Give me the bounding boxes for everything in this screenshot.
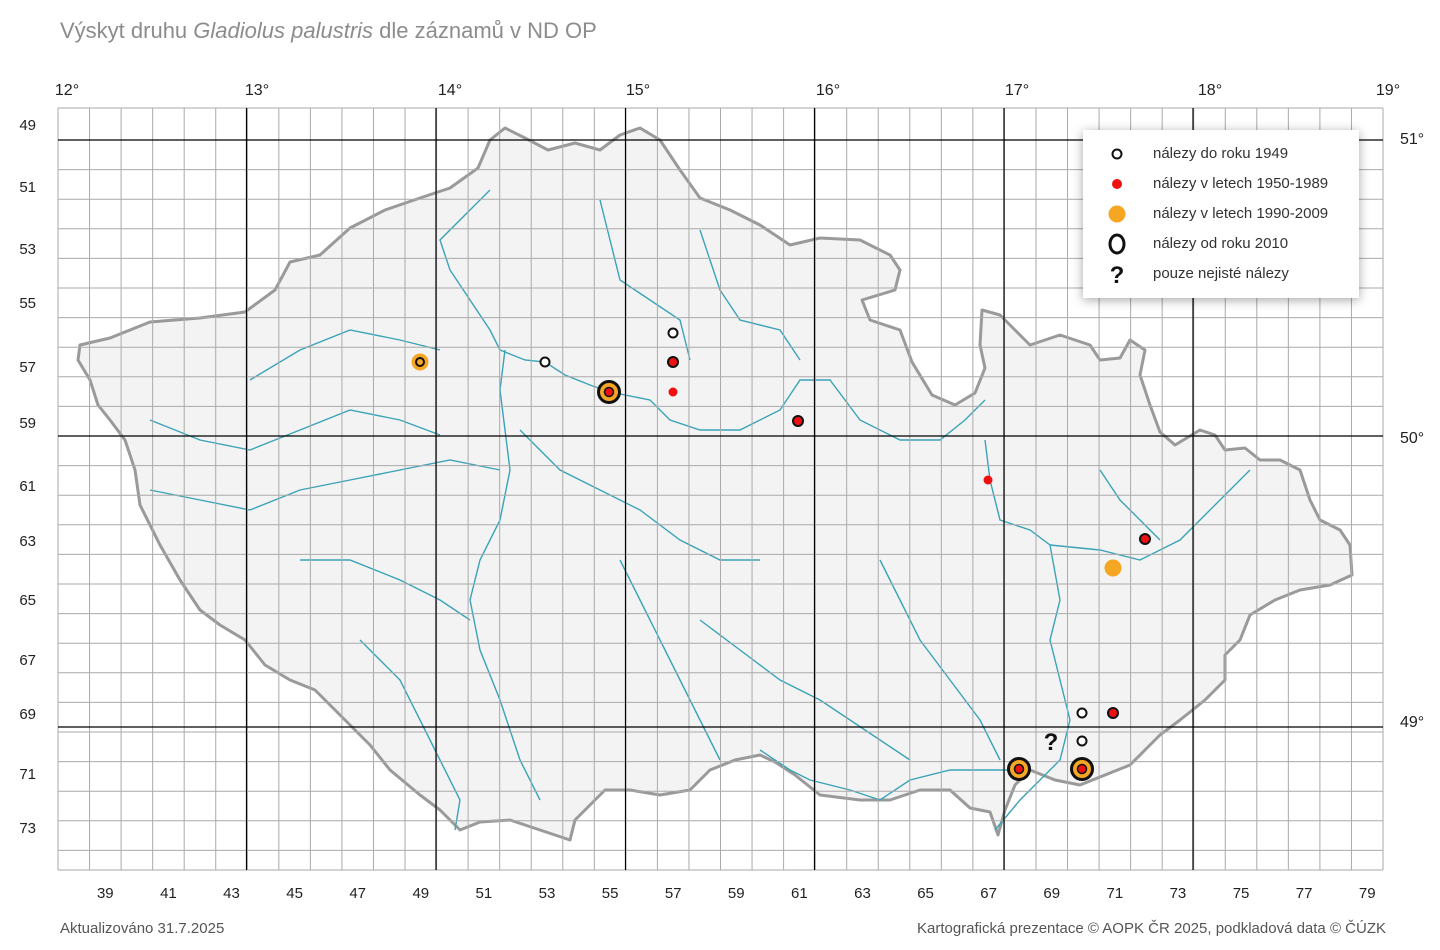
map-legend: nálezy do roku 1949 nálezy v letech 1950… — [1083, 130, 1359, 298]
column-tick-label: 47 — [349, 885, 366, 902]
row-tick-label: 65 — [19, 592, 36, 609]
column-tick-label: 69 — [1043, 885, 1060, 902]
record-since-2010 — [1070, 757, 1094, 781]
record-1950-1989 — [1107, 707, 1119, 719]
latitude-label: 50° — [1400, 430, 1424, 447]
column-tick-label: 79 — [1359, 885, 1376, 902]
question-mark-icon: ? — [1110, 262, 1125, 286]
legend-label: nálezy v letech 1990-2009 — [1153, 205, 1329, 222]
species-name: Gladiolus palustris — [193, 18, 374, 43]
row-tick-label: 71 — [19, 766, 36, 783]
record-1950-1989 — [668, 387, 678, 397]
legend-label: nálezy do roku 1949 — [1153, 145, 1289, 162]
orange-dot-icon — [1108, 205, 1126, 223]
row-tick-label: 67 — [19, 652, 36, 669]
occurrence-markers: ? — [411, 327, 1151, 781]
longitude-label: 14° — [438, 82, 462, 99]
record-pre1949 — [1076, 735, 1088, 747]
record-1950-1989 — [792, 415, 804, 427]
longitude-label: 17° — [1005, 82, 1029, 99]
red-dot-icon — [1112, 179, 1122, 189]
column-tick-label: 65 — [917, 885, 934, 902]
legend-label: pouze nejisté nálezy — [1153, 265, 1289, 282]
column-tick-label: 39 — [97, 885, 114, 902]
column-tick-label: 41 — [160, 885, 177, 902]
row-tick-label: 69 — [19, 706, 36, 723]
longitude-label: 18° — [1198, 82, 1222, 99]
credit-note: Kartografická prezentace © AOPK ČR 2025,… — [916, 920, 1386, 937]
grid-lines — [57, 107, 1384, 871]
longitude-label: 16° — [816, 82, 840, 99]
row-tick-label: 63 — [19, 533, 36, 550]
record-since-2010 — [1007, 757, 1031, 781]
legend-item: nálezy v letech 1990-2009 — [1083, 199, 1359, 229]
legend-label: nálezy v letech 1950-1989 — [1153, 175, 1329, 192]
record-1950-1989 — [983, 475, 993, 485]
column-tick-label: 45 — [286, 885, 303, 902]
row-tick-label: 59 — [19, 415, 36, 432]
column-tick-label: 53 — [539, 885, 556, 902]
record-since-2010 — [597, 380, 621, 404]
record-pre1949 — [1076, 707, 1088, 719]
title-prefix: Výskyt druhu — [60, 18, 194, 43]
legend-item: nálezy do roku 1949 — [1083, 139, 1359, 169]
column-tick-label: 77 — [1296, 885, 1313, 902]
legend-item: nálezy od roku 2010 — [1083, 229, 1359, 259]
longitude-label: 13° — [245, 82, 269, 99]
column-tick-label: 63 — [854, 885, 871, 902]
legend-item: ? pouze nejisté nálezy — [1083, 259, 1359, 289]
record-1950-1989 — [667, 356, 679, 368]
open-circle-small-icon — [1111, 148, 1123, 160]
record-pre1949 — [667, 327, 679, 339]
river-network — [149, 189, 1251, 831]
row-tick-label: 49 — [19, 117, 36, 134]
row-tick-label: 61 — [19, 478, 36, 495]
latitude-label: 51° — [1400, 131, 1424, 148]
column-tick-label: 75 — [1233, 885, 1250, 902]
column-tick-label: 55 — [602, 885, 619, 902]
axis-labels: 12° 13° 14° 15° 16° 17° 18° 19° 51° 50° 49° 39 41 43 4… — [19, 82, 1424, 902]
column-tick-label: 49 — [412, 885, 429, 902]
column-tick-label: 67 — [980, 885, 997, 902]
record-uncertain: ? — [1044, 729, 1059, 756]
longitude-label: 12° — [55, 82, 79, 99]
column-tick-label: 57 — [665, 885, 682, 902]
column-tick-label: 61 — [791, 885, 808, 902]
svg-text:?: ? — [1110, 262, 1125, 286]
updated-note: Aktualizováno 31.7.2025 — [60, 920, 225, 937]
column-tick-label: 43 — [223, 885, 240, 902]
column-tick-label: 59 — [728, 885, 745, 902]
column-tick-label: 71 — [1107, 885, 1124, 902]
longitude-label: 15° — [626, 82, 650, 99]
record-1990-2009 — [415, 357, 425, 367]
country-border — [76, 126, 1354, 842]
record-1990-2009 — [411, 353, 429, 371]
record-1990-2009 — [1104, 559, 1122, 577]
column-tick-label: 51 — [476, 885, 493, 902]
longitude-label: 19° — [1376, 82, 1400, 99]
legend-label: nálezy od roku 2010 — [1153, 235, 1289, 252]
latitude-label: 49° — [1400, 714, 1424, 731]
row-tick-label: 53 — [19, 241, 36, 258]
record-1950-1989 — [1139, 533, 1151, 545]
black-ring-icon — [1108, 233, 1126, 255]
row-tick-label: 55 — [19, 295, 36, 312]
row-tick-label: 73 — [19, 820, 36, 837]
column-tick-label: 73 — [1170, 885, 1187, 902]
row-tick-label: 57 — [19, 359, 36, 376]
title-suffix: dle záznamů v ND OP — [373, 18, 597, 43]
row-tick-label: 51 — [19, 179, 36, 196]
legend-item: nálezy v letech 1950-1989 — [1083, 169, 1359, 199]
record-pre1949 — [539, 356, 551, 368]
map-title: Výskyt druhu Gladiolus palustris dle záz… — [60, 18, 597, 44]
